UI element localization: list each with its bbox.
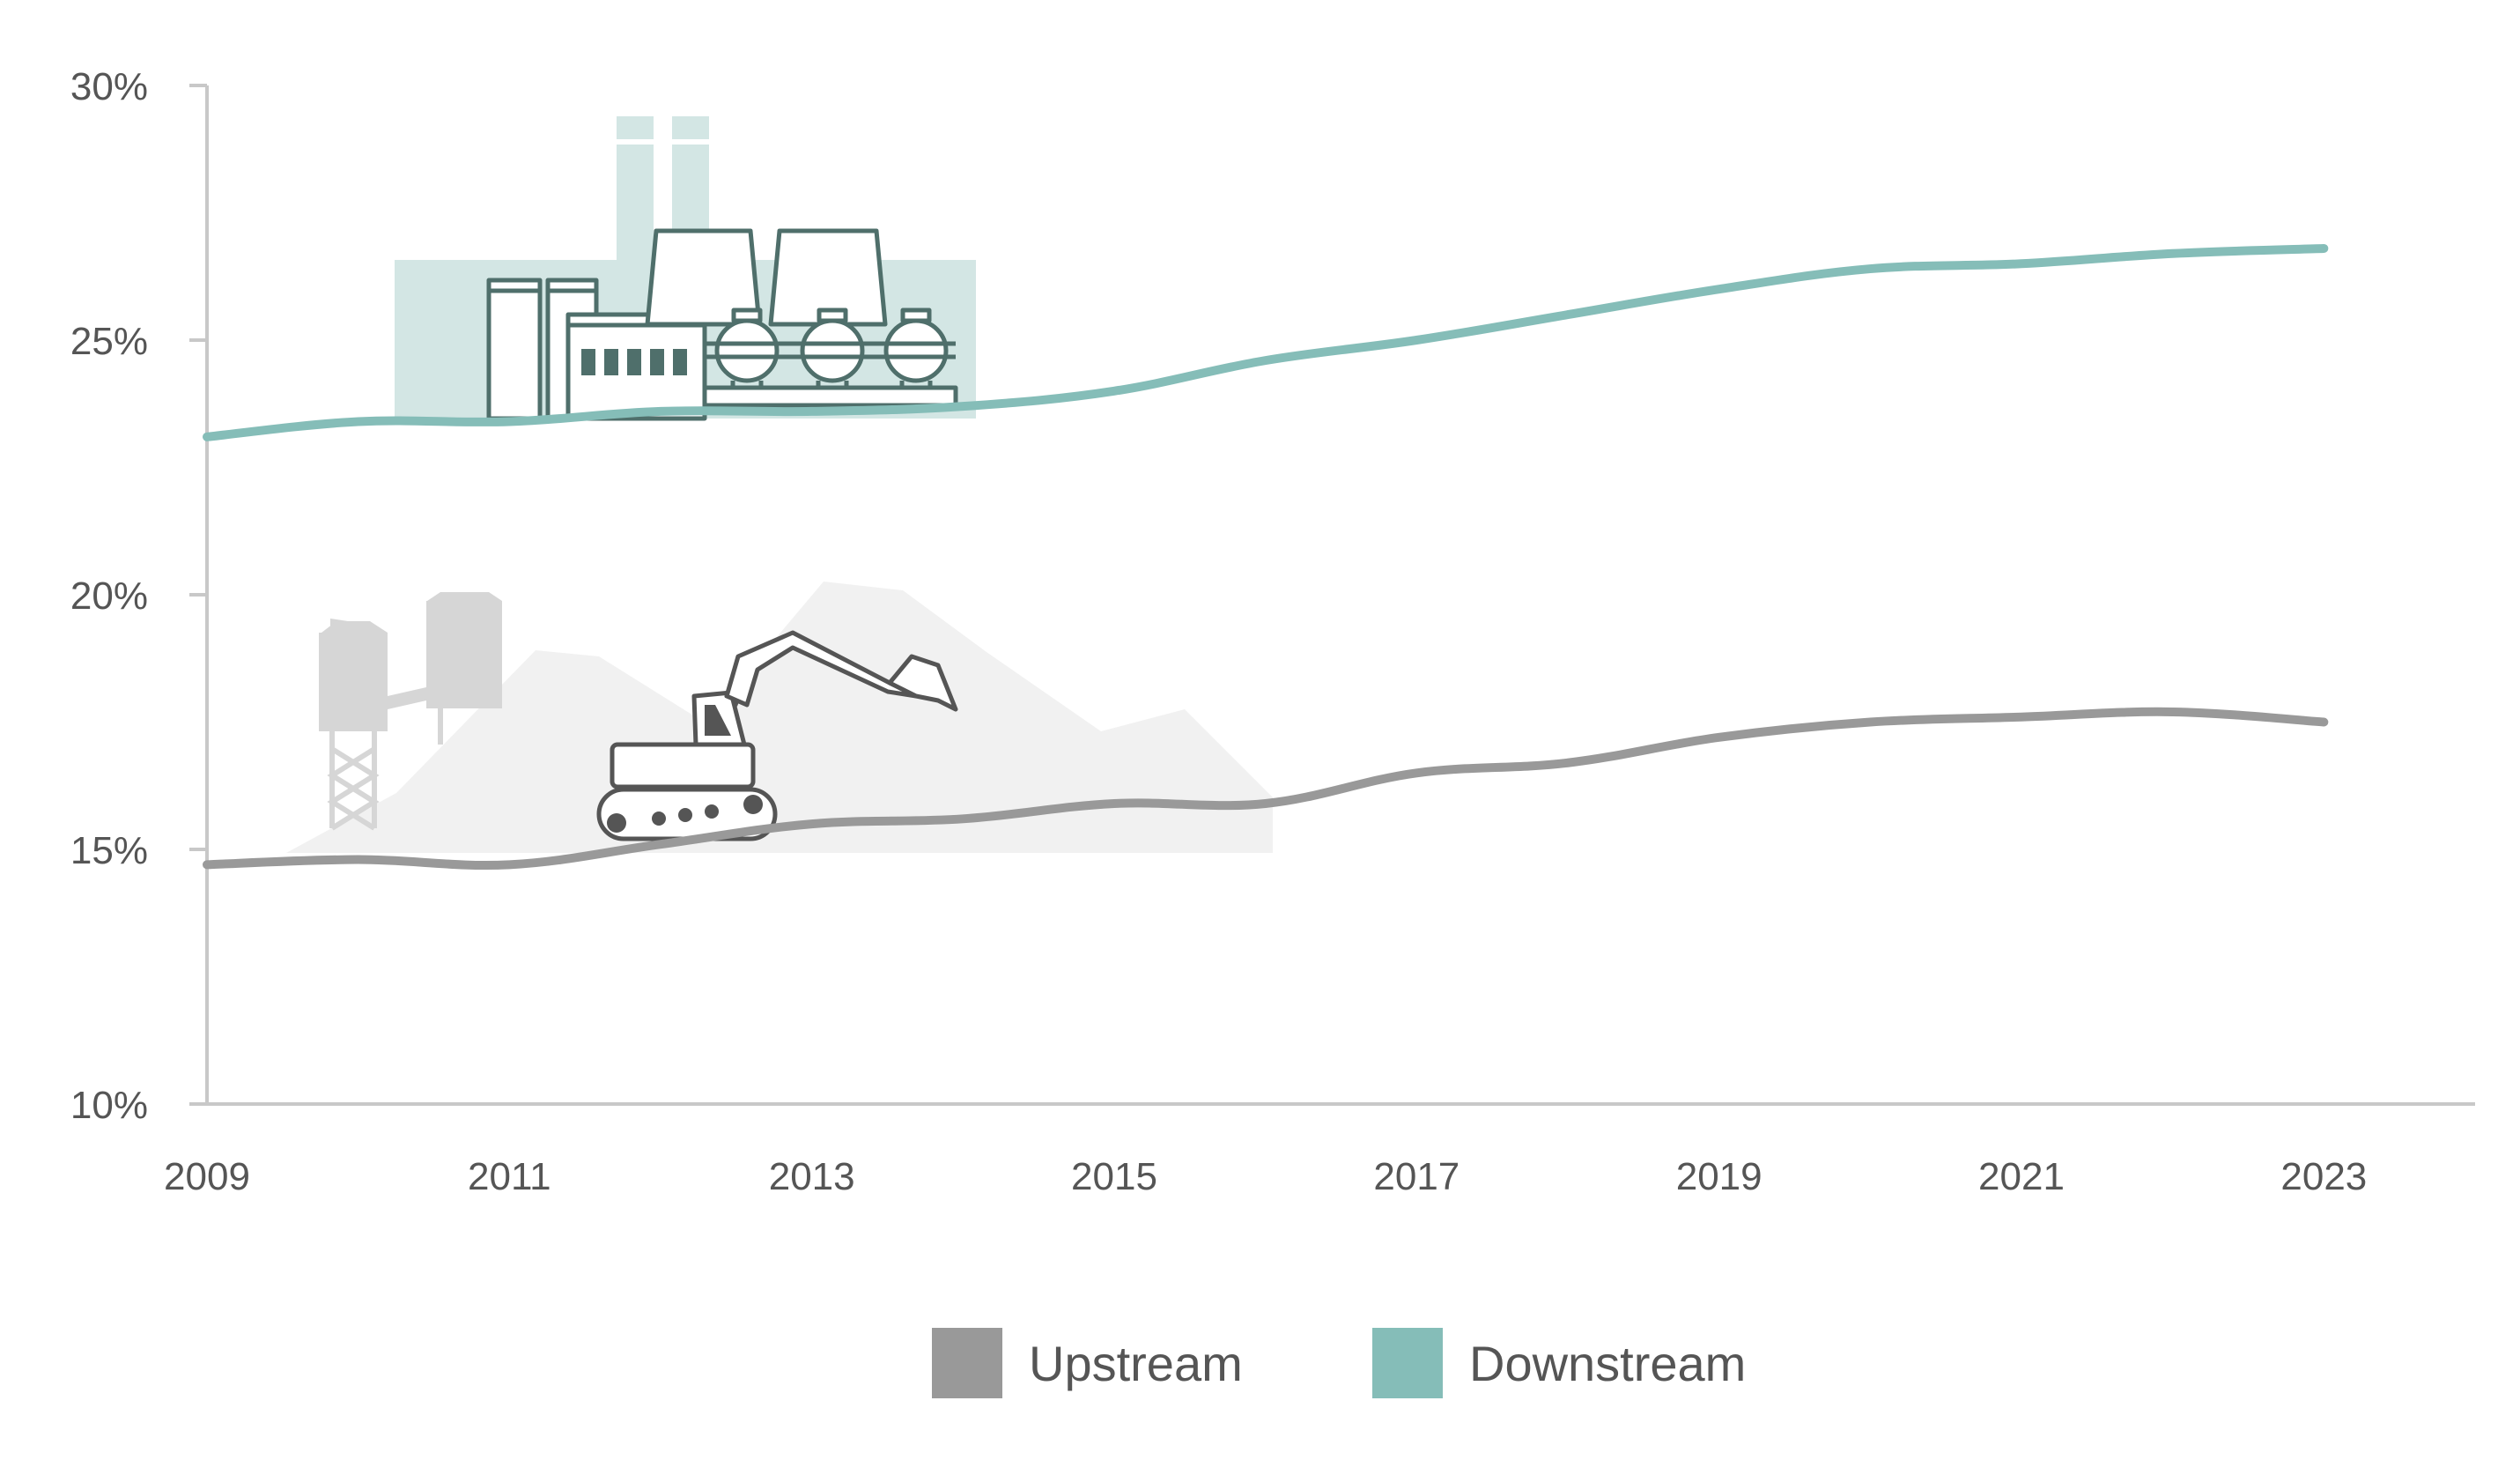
mine-excavator-illustration [286, 582, 1273, 853]
y-axis: 10% 15% 20% 25% 30% [70, 65, 207, 1127]
y-tick-label: 20% [70, 574, 148, 618]
x-tick-label: 2017 [1373, 1155, 1460, 1198]
legend-swatch-downstream [1372, 1328, 1443, 1398]
series-layer [203, 243, 2329, 871]
x-tick-label: 2015 [1071, 1155, 1157, 1198]
x-tick-label: 2011 [468, 1155, 551, 1198]
legend-item-upstream: Upstream [932, 1328, 1243, 1398]
x-tick-label: 2021 [1978, 1155, 2065, 1198]
y-tick-label: 30% [70, 65, 148, 108]
legend-swatch-upstream [932, 1328, 1002, 1398]
x-axis: 2009 2011 2013 2015 2017 2019 2021 2023 [164, 1155, 2367, 1198]
legend-label-upstream: Upstream [1029, 1336, 1243, 1391]
y-tick-label: 15% [70, 829, 148, 872]
y-tick-label: 25% [70, 320, 148, 363]
legend-label-downstream: Downstream [1469, 1336, 1746, 1391]
axes: 10% 15% 20% 25% 30% 2009 2011 2013 2015 2017 2019… [70, 65, 2475, 1198]
y-tick-label: 10% [70, 1084, 148, 1127]
series-line-upstream [203, 707, 2329, 871]
series-line-downstream [203, 243, 2329, 441]
x-tick-label: 2019 [1676, 1155, 1763, 1198]
x-tick-label: 2009 [164, 1155, 250, 1198]
x-tick-label: 2023 [2280, 1155, 2367, 1198]
factory-illustration [395, 116, 976, 421]
legend: Upstream Downstream [932, 1328, 1746, 1398]
legend-item-downstream: Downstream [1372, 1328, 1746, 1398]
x-tick-label: 2013 [769, 1155, 855, 1198]
